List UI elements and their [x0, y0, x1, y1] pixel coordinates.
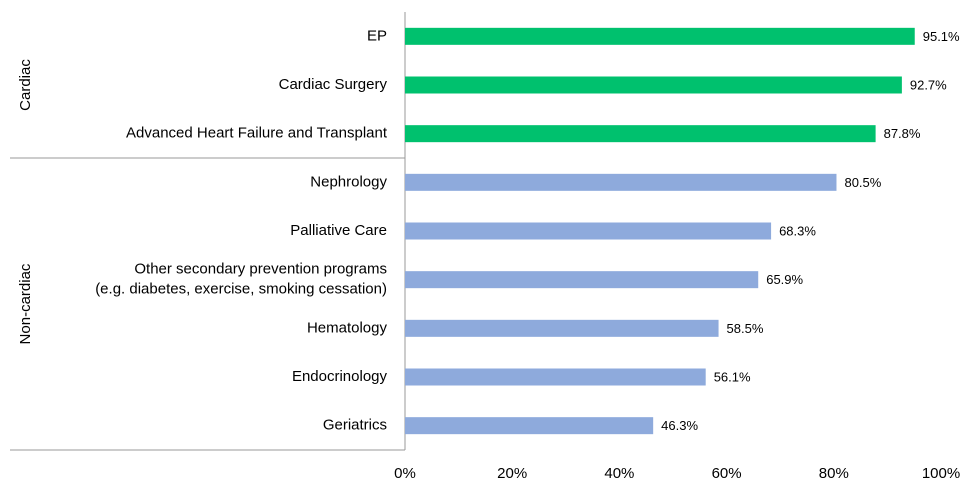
- category-label: Endocrinology: [292, 368, 388, 385]
- bar: [405, 271, 759, 289]
- x-tick-label: 80%: [819, 465, 849, 482]
- group-label: Non-cardiac: [17, 263, 34, 344]
- bar: [405, 417, 654, 435]
- category-label: Geriatrics: [323, 417, 387, 434]
- category-label: Cardiac Surgery: [279, 76, 388, 93]
- bar: [405, 368, 706, 386]
- x-tick-label: 40%: [604, 465, 634, 482]
- value-label: 65.9%: [766, 272, 803, 287]
- value-label: 46.3%: [661, 418, 698, 433]
- value-label: 87.8%: [884, 126, 921, 141]
- group-label: Cardiac: [17, 59, 34, 111]
- bar: [405, 222, 772, 240]
- category-label: EP: [367, 27, 387, 44]
- bar: [405, 173, 837, 191]
- category-label: Other secondary prevention programs (e.g.…: [95, 261, 387, 298]
- category-label: Nephrology: [310, 173, 387, 190]
- x-tick-label: 0%: [394, 465, 416, 482]
- x-tick-label: 20%: [497, 465, 527, 482]
- value-label: 58.5%: [727, 321, 764, 336]
- value-label: 92.7%: [910, 77, 947, 92]
- bar: [405, 27, 915, 45]
- category-label: Palliative Care: [290, 222, 387, 239]
- bar: [405, 319, 719, 337]
- value-label: 56.1%: [714, 369, 751, 384]
- bar: [405, 76, 902, 94]
- category-label: Advanced Heart Failure and Transplant: [126, 125, 388, 142]
- x-tick-label: 100%: [922, 465, 960, 482]
- value-label: 80.5%: [844, 175, 881, 190]
- value-label: 68.3%: [779, 223, 816, 238]
- x-tick-label: 60%: [712, 465, 742, 482]
- bar: [405, 125, 876, 143]
- category-label: Hematology: [307, 319, 388, 336]
- value-label: 95.1%: [923, 29, 960, 44]
